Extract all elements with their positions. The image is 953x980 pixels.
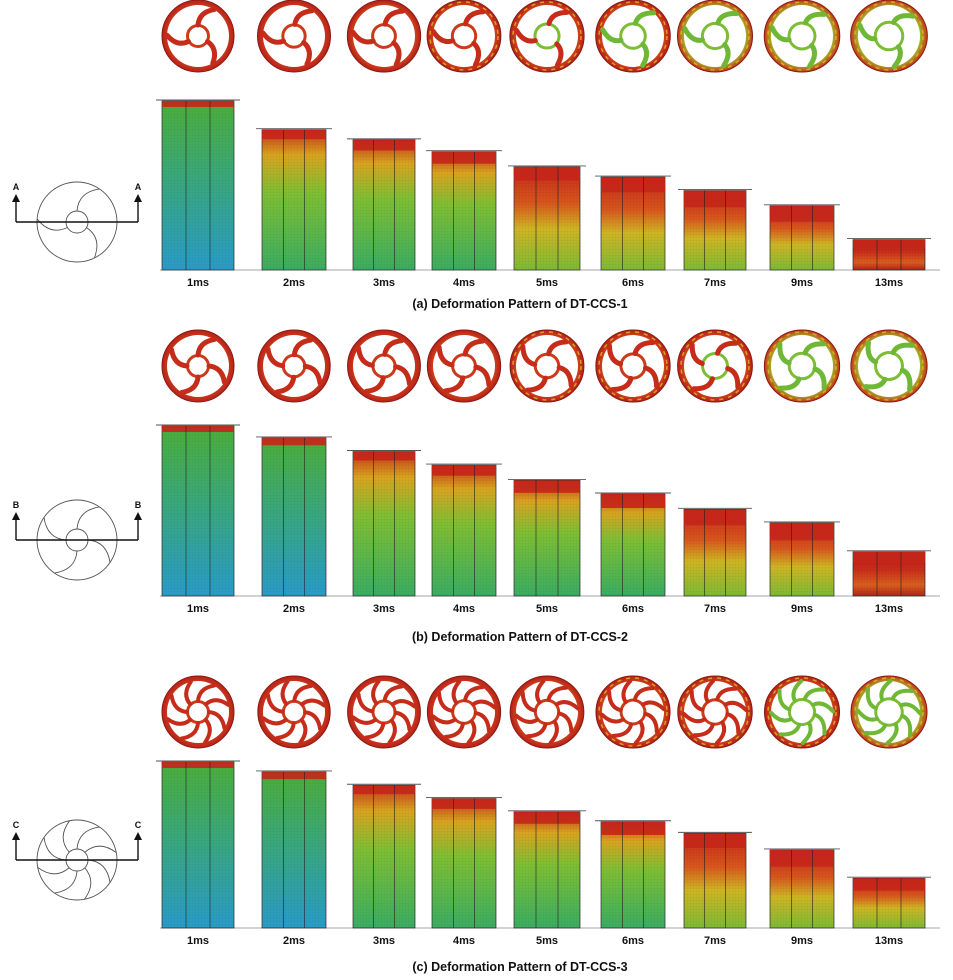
panel-caption: (b) Deformation Pattern of DT-CCS-2 [412, 630, 628, 644]
column-snapshot [156, 99, 240, 271]
cross-section-ring [595, 0, 671, 73]
cross-section-ring [763, 329, 841, 403]
cross-section-ring [850, 675, 928, 749]
time-label: 2ms [283, 935, 305, 947]
panel-caption: (c) Deformation Pattern of DT-CCS-3 [412, 960, 627, 974]
time-label: 1ms [187, 603, 209, 615]
column-snapshot [678, 507, 752, 597]
cross-section-ring [161, 675, 235, 749]
time-label: 2ms [283, 277, 305, 289]
time-label: 3ms [373, 935, 395, 947]
column-snapshot [426, 150, 502, 271]
time-label: 5ms [536, 935, 558, 947]
cross-section-ring [257, 329, 331, 403]
cross-section-ring [257, 0, 331, 73]
cross-section-ring [677, 329, 753, 403]
time-label: 4ms [453, 935, 475, 947]
time-label: 7ms [704, 603, 726, 615]
time-label: 9ms [791, 935, 813, 947]
section-label-right: B [135, 500, 142, 510]
column-snapshot [847, 550, 931, 597]
time-label: 9ms [791, 277, 813, 289]
section-label-right: C [135, 820, 142, 830]
column-snapshot [595, 492, 671, 597]
column-snapshot [764, 204, 840, 271]
time-label: 13ms [875, 603, 903, 615]
time-label: 4ms [453, 603, 475, 615]
column-snapshot [678, 831, 752, 929]
section-label-left: A [13, 182, 20, 192]
column-snapshot [847, 876, 931, 929]
cross-section-ring [763, 0, 841, 73]
column-snapshot [156, 424, 240, 597]
column-snapshot [347, 783, 421, 929]
column-snapshot [256, 770, 332, 929]
time-label: 5ms [536, 603, 558, 615]
time-label: 6ms [622, 935, 644, 947]
column-snapshot [508, 478, 586, 597]
column-snapshot [595, 175, 671, 271]
column-snapshot [678, 189, 752, 271]
column-snapshot [256, 436, 332, 597]
column-snapshot [426, 797, 502, 929]
time-label: 3ms [373, 277, 395, 289]
cross-section-ring [676, 0, 754, 73]
time-label: 6ms [622, 277, 644, 289]
cross-section-ring [161, 0, 235, 73]
panel-caption: (a) Deformation Pattern of DT-CCS-1 [412, 297, 627, 311]
cross-section-ring [346, 0, 422, 73]
time-label: 13ms [875, 935, 903, 947]
cross-section-ring [763, 675, 841, 749]
time-label: 5ms [536, 277, 558, 289]
column-snapshot [256, 128, 332, 271]
time-label: 3ms [373, 603, 395, 615]
column-snapshot [508, 165, 586, 271]
cross-section-ring [509, 0, 585, 73]
time-label: 1ms [187, 277, 209, 289]
column-snapshot [764, 521, 840, 597]
cross-section-ring [677, 675, 753, 749]
section-label-right: A [135, 182, 142, 192]
time-label: 1ms [187, 935, 209, 947]
column-snapshot [508, 810, 586, 929]
cross-section-ring [426, 329, 502, 403]
column-snapshot [347, 450, 421, 597]
time-label: 13ms [875, 277, 903, 289]
cross-section-ring [426, 675, 502, 749]
column-snapshot [347, 138, 421, 271]
time-label: 2ms [283, 603, 305, 615]
cross-section-ring [850, 0, 928, 73]
column-snapshot [764, 848, 840, 929]
section-label-left: C [13, 820, 20, 830]
column-snapshot [847, 238, 931, 271]
cross-section-ring [426, 0, 502, 73]
cross-section-ring [347, 329, 421, 403]
time-label: 9ms [791, 603, 813, 615]
column-snapshot [426, 463, 502, 597]
time-label: 7ms [704, 935, 726, 947]
time-label: 7ms [704, 277, 726, 289]
cross-section-ring [595, 675, 671, 749]
time-label: 4ms [453, 277, 475, 289]
cross-section-ring [509, 675, 585, 749]
cross-section-ring [257, 675, 331, 749]
column-snapshot [595, 820, 671, 929]
column-snapshot [156, 760, 240, 929]
section-label-left: B [13, 500, 20, 510]
cross-section-ring [347, 675, 421, 749]
cross-section-ring [850, 329, 928, 403]
time-label: 6ms [622, 603, 644, 615]
cross-section-ring [161, 329, 235, 403]
cross-section-ring [509, 329, 585, 403]
cross-section-ring [595, 329, 671, 403]
